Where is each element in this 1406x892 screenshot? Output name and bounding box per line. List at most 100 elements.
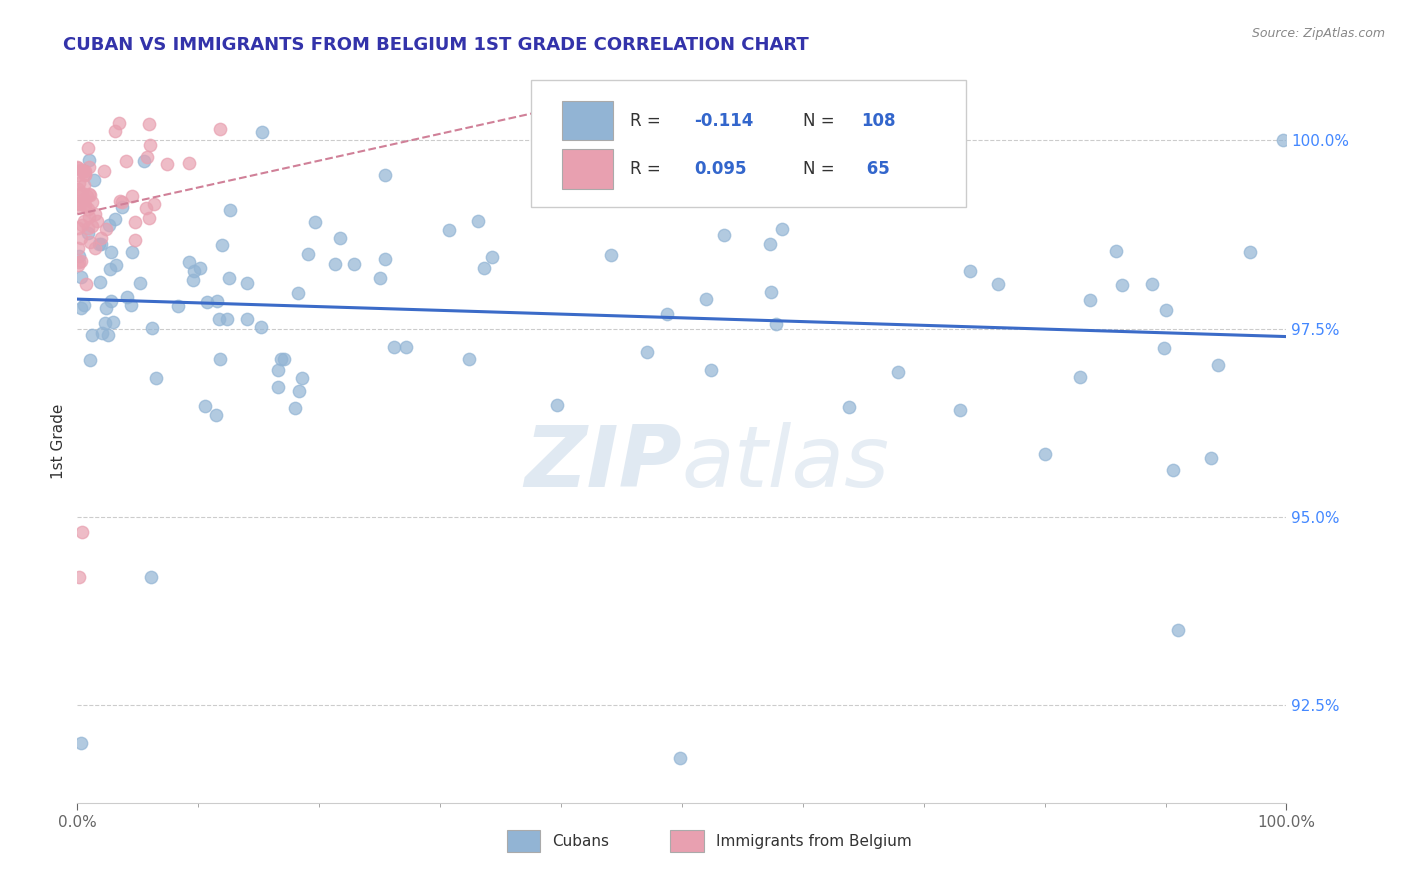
Point	[668, 750, 690, 764]
Point	[75, 164, 97, 178]
Point	[82, 219, 104, 233]
Text: 0.095: 0.095	[695, 161, 747, 178]
Bar	[562, 149, 613, 189]
Point	[177, 255, 200, 269]
Point	[66, 169, 89, 183]
Point	[467, 213, 489, 227]
Text: Immigrants from Belgium: Immigrants from Belgium	[716, 834, 911, 848]
Point	[183, 273, 205, 287]
Text: Cubans: Cubans	[553, 834, 610, 848]
Point	[323, 257, 346, 271]
Point	[284, 401, 307, 416]
Point	[72, 163, 94, 178]
Point	[1163, 462, 1185, 476]
Point	[987, 277, 1010, 291]
Point	[97, 218, 120, 232]
Point	[193, 400, 215, 414]
Point	[395, 340, 418, 354]
Point	[70, 301, 93, 315]
Point	[67, 570, 90, 584]
Point	[89, 237, 111, 252]
Point	[765, 317, 787, 331]
Point	[98, 261, 121, 276]
Point	[73, 167, 96, 181]
Point	[104, 124, 127, 138]
Point	[273, 352, 295, 367]
Point	[70, 218, 93, 232]
Point	[121, 189, 143, 203]
Bar	[506, 830, 540, 852]
Point	[66, 161, 89, 175]
Point	[135, 201, 157, 215]
Point	[67, 249, 90, 263]
Point	[183, 264, 205, 278]
Point	[67, 258, 90, 272]
Text: 108: 108	[860, 112, 896, 129]
Point	[67, 200, 90, 214]
Point	[96, 301, 118, 316]
Point	[1069, 369, 1091, 384]
Point	[114, 154, 136, 169]
Text: N =: N =	[803, 112, 839, 129]
Point	[72, 192, 94, 206]
Text: 65: 65	[860, 161, 890, 178]
Point	[139, 138, 162, 153]
Point	[100, 293, 122, 308]
Point	[66, 182, 89, 196]
Point	[600, 248, 623, 262]
Point	[1239, 244, 1261, 259]
Point	[73, 198, 96, 212]
Text: N =: N =	[803, 161, 839, 178]
Point	[69, 255, 91, 269]
Text: R =: R =	[630, 161, 666, 178]
Text: R =: R =	[630, 112, 666, 129]
Point	[104, 211, 127, 226]
Point	[70, 270, 93, 285]
Point	[249, 319, 271, 334]
Point	[66, 161, 89, 175]
Point	[374, 252, 396, 266]
Point	[75, 168, 97, 182]
Point	[69, 736, 91, 750]
Point	[90, 326, 112, 340]
Point	[759, 285, 782, 299]
Point	[218, 270, 240, 285]
Point	[138, 211, 160, 225]
Point	[128, 276, 150, 290]
Point	[1154, 302, 1177, 317]
Point	[108, 116, 131, 130]
Text: atlas: atlas	[682, 422, 890, 505]
Point	[77, 153, 100, 168]
Point	[67, 176, 90, 190]
Point	[84, 207, 107, 221]
Point	[546, 398, 568, 412]
Point	[79, 188, 101, 202]
Point	[120, 298, 142, 312]
Point	[75, 277, 97, 292]
Point	[236, 312, 259, 326]
Point	[111, 200, 134, 214]
Point	[89, 275, 111, 289]
Point	[1153, 341, 1175, 355]
Point	[76, 220, 98, 235]
Point	[472, 261, 495, 276]
Point	[342, 257, 364, 271]
Point	[76, 202, 98, 217]
Point	[929, 172, 952, 186]
Point	[138, 118, 160, 132]
Point	[67, 241, 90, 255]
Point	[1142, 277, 1164, 292]
Point	[67, 196, 90, 211]
Point	[70, 230, 93, 244]
Point	[77, 141, 100, 155]
Point	[93, 164, 115, 178]
Point	[77, 161, 100, 175]
Point	[655, 307, 678, 321]
Point	[267, 363, 290, 377]
Point	[287, 286, 309, 301]
Point	[236, 277, 259, 291]
Point	[770, 222, 793, 236]
Point	[758, 237, 780, 252]
Point	[266, 380, 288, 394]
Point	[208, 312, 231, 326]
